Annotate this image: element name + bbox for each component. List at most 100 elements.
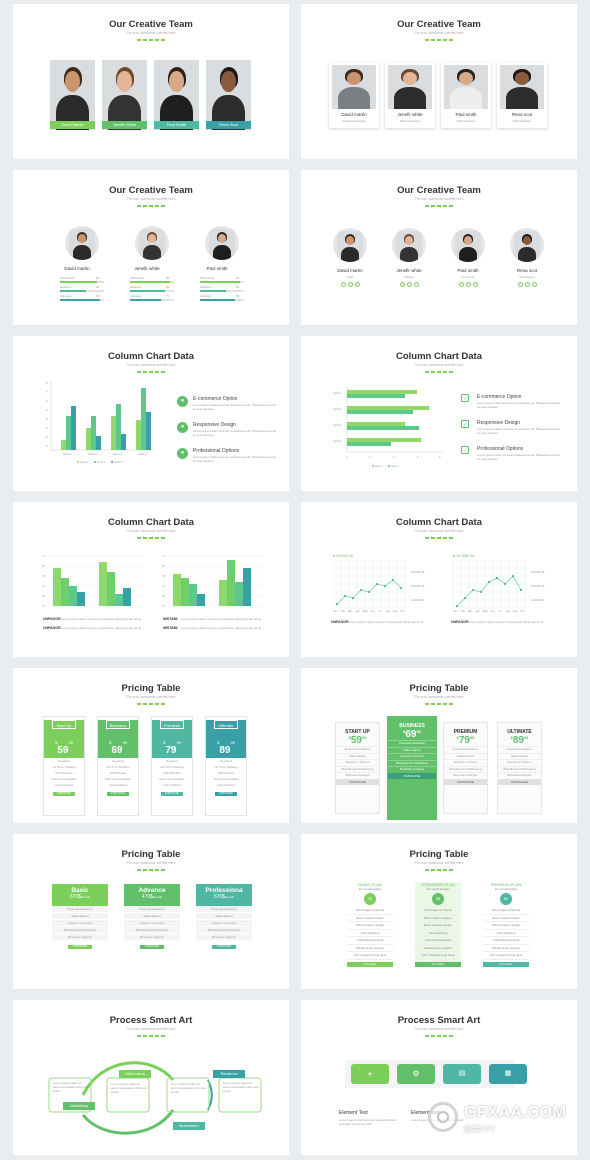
- month-label: Jan: [453, 610, 458, 613]
- google-icon: [414, 282, 419, 287]
- feature-title: Responsive Design: [477, 420, 521, 426]
- title-divider: [425, 371, 453, 373]
- slide-title: Column Chart Data: [107, 517, 195, 528]
- purchase-button[interactable]: PURCHASE: [215, 792, 237, 796]
- member-photo: [392, 228, 426, 262]
- price-card: PREMIUM $7999 Financial Guidance Sales Repo…: [443, 722, 488, 814]
- device-icon: ●: [177, 422, 188, 433]
- price-cents: 99: [469, 735, 475, 740]
- feature-title: E-commerce Option: [193, 396, 238, 402]
- slide-title: Our Creative Team: [397, 185, 481, 196]
- feature-line: Sales Report: [336, 752, 379, 760]
- month-label: Jan: [333, 610, 338, 613]
- currency-symbol: $: [510, 735, 513, 740]
- purchase-button[interactable]: PURCHASE: [161, 792, 183, 796]
- feature-line: Support in Person: [336, 759, 379, 766]
- skill-value: 60: [236, 285, 240, 289]
- feature-title: Responsive Design: [193, 422, 237, 428]
- purchase-button[interactable]: PURCHASE: [107, 792, 129, 796]
- feature-line: Keyword: [112, 759, 124, 763]
- month-label: Feb: [460, 610, 465, 613]
- purchase-button[interactable]: PURCHASE: [140, 945, 164, 949]
- google-icon: [532, 282, 537, 287]
- caption-text: Lorem ipsum dolor sit amet consectetur a…: [181, 626, 261, 630]
- feature-title: Professional Options: [193, 448, 240, 454]
- slide-pricing-4: Pricing Table Put your awesome subtitle …: [301, 834, 577, 989]
- price-period: /month: [80, 895, 91, 899]
- purchase-button[interactable]: PURCHASE: [444, 778, 487, 785]
- line-charts: [333, 560, 526, 609]
- member-role: CEO: [346, 275, 354, 279]
- skill-value: 90: [166, 276, 170, 280]
- month-label: Oct: [520, 610, 525, 613]
- slide-subtitle: Put your awesome subtitle here: [414, 529, 464, 533]
- member-role: Web Expert: [519, 275, 535, 279]
- caption-text: Lorem ipsum dolor sit amet consectetur a…: [61, 626, 141, 630]
- member-role: Creative Designer: [341, 119, 366, 123]
- feature-line: Business Analysis: [444, 772, 487, 779]
- svg-text:1: 1: [46, 444, 48, 448]
- svg-text:Serie 3: Serie 3: [113, 452, 122, 456]
- feature-line: Sales Report: [52, 913, 108, 920]
- title-divider: [137, 1035, 165, 1037]
- month-label: Mar: [348, 610, 353, 613]
- caption-head: MISTAMI: [163, 626, 178, 630]
- plan-sub: For small budget: [426, 887, 450, 891]
- plan-name: BASIC PLAN: [358, 882, 382, 887]
- purchase-button[interactable]: Purchase: [483, 961, 529, 967]
- slide-pricing-2: Pricing Table Put your awesome subtitle …: [301, 668, 577, 823]
- slide-subtitle: Put your awesome subtitle here: [126, 31, 176, 35]
- feature-line: Maintenance support: [347, 945, 393, 952]
- month-label: Oct: [400, 610, 405, 613]
- axis-label: $ 5000.00: [531, 570, 545, 574]
- member-name: Rena scot: [516, 268, 538, 273]
- slide-subtitle: Put your awesome subtitle here: [126, 529, 176, 533]
- title-divider: [425, 1035, 453, 1037]
- slide-double-column-chart: Column Chart Data Put your awesome subti…: [13, 502, 289, 657]
- member-name: Rena Scot: [206, 121, 251, 129]
- skill-label: Ilustrator: [200, 285, 212, 289]
- svg-text:30: 30: [42, 594, 45, 598]
- plan-name: Business: [106, 720, 130, 729]
- plan-name: PREMIUM: [453, 729, 478, 735]
- month-label: Sep: [393, 610, 398, 613]
- watermark-sub: 图窝PPT: [464, 1125, 496, 1134]
- svg-text:8: 8: [46, 381, 48, 385]
- skill-bar-fill: [60, 299, 100, 301]
- member-photo: [451, 228, 485, 262]
- purchase-button[interactable]: PURCHASE: [498, 778, 541, 785]
- skill-value: 80: [166, 285, 170, 289]
- price-header: Basic 370$/month: [52, 884, 108, 906]
- skill-bar: [200, 290, 244, 292]
- price-cents: 99: [361, 735, 367, 740]
- purchase-button[interactable]: PURCHASE: [212, 945, 236, 949]
- svg-text:40: 40: [42, 584, 45, 588]
- step-text: Lorem ipsum dolor sit amet consectetur e…: [111, 1082, 148, 1094]
- purchase-button[interactable]: PURCHASE: [68, 945, 92, 949]
- slide-subtitle: Put your awesome subtitle here: [414, 31, 464, 35]
- svg-text:70: 70: [162, 554, 165, 558]
- feature-line: Financial Guidance: [124, 906, 180, 913]
- price-card: ULTIMATE $8999 Financial Guidance Sales Rep…: [497, 722, 542, 814]
- step-label: Revisions: [213, 1070, 245, 1078]
- skill-label: Indesign: [130, 294, 142, 298]
- slide-title: Pricing Table: [409, 849, 469, 860]
- skill-value: 90: [236, 276, 240, 280]
- purchase-button[interactable]: PURCHASE: [53, 792, 75, 796]
- slide-subtitle: Put your awesome subtitle here: [126, 861, 176, 865]
- purchase-button[interactable]: Purchase: [415, 961, 461, 967]
- watermark-brand: GFXAA.COM: [464, 1104, 567, 1121]
- purchase-button[interactable]: PURCHASE: [336, 778, 379, 785]
- category-label: E-COST: [113, 602, 125, 606]
- price-row: $8999: [498, 735, 541, 746]
- person-body: [338, 87, 370, 109]
- plan-name: START UP: [345, 729, 370, 735]
- purchase-button[interactable]: PURCHASE: [388, 772, 436, 779]
- purchase-button[interactable]: Purchase: [347, 961, 393, 967]
- month-label: Apr: [355, 610, 360, 613]
- feature-line: Sales Report: [444, 752, 487, 760]
- plan-sub: For small budget: [494, 887, 518, 891]
- svg-text:30: 30: [162, 594, 165, 598]
- process-arrows: [48, 1061, 262, 1135]
- price-header: Advance 470$/month: [124, 884, 180, 906]
